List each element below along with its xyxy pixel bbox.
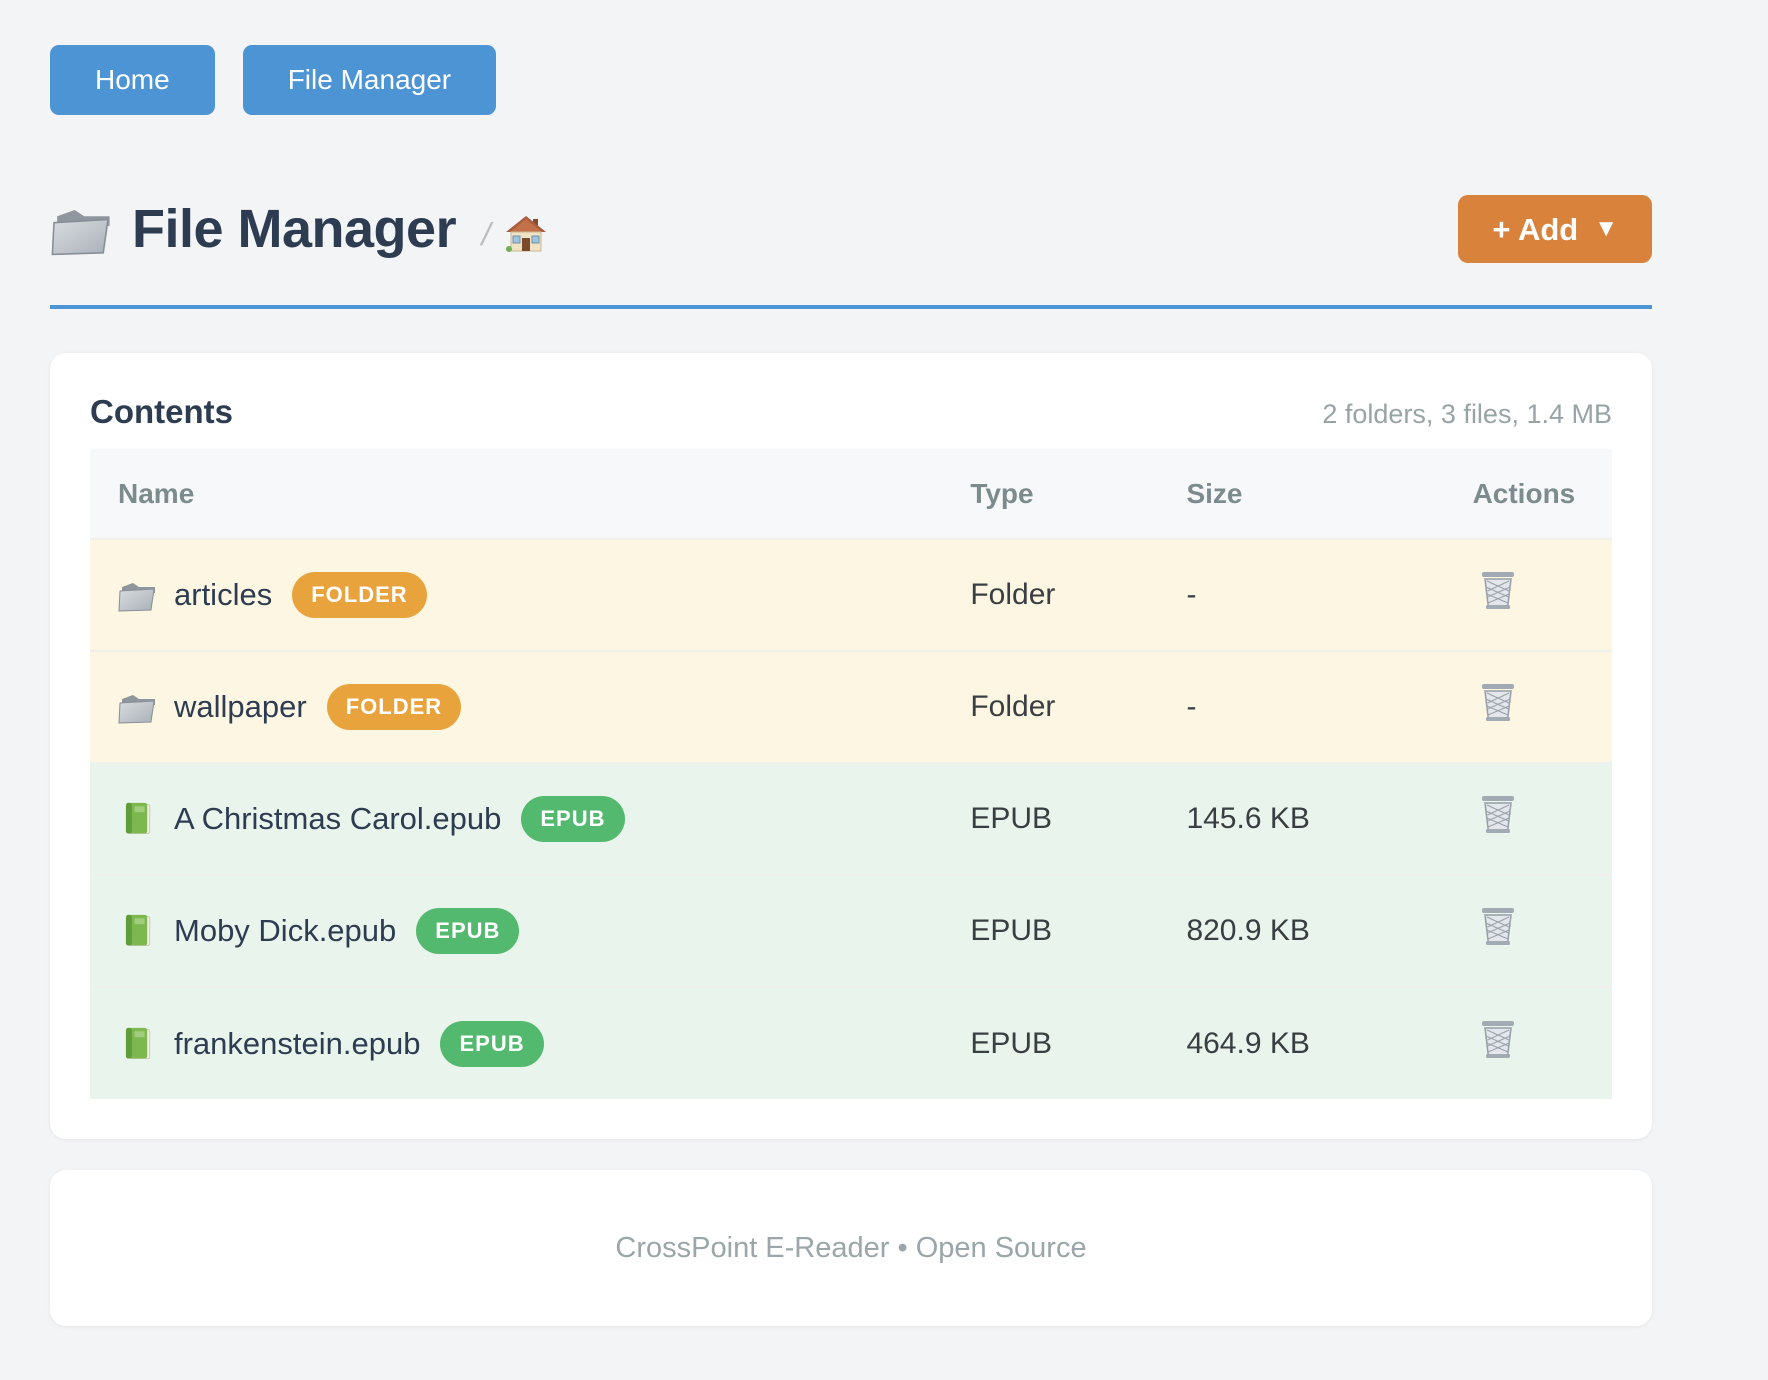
file-name-link[interactable]: wallpaper [174, 689, 307, 724]
column-header-name: Name [90, 449, 943, 539]
size-cell: 820.9 KB [1158, 875, 1445, 987]
trash-icon [1480, 907, 1515, 946]
book-icon [118, 802, 156, 836]
delete-button[interactable] [1479, 682, 1517, 724]
contents-card: Contents 2 folders, 3 files, 1.4 MB Name… [50, 353, 1652, 1139]
house-icon[interactable] [505, 214, 547, 254]
column-header-actions: Actions [1444, 449, 1612, 539]
table-row: A Christmas Carol.epub EPUB EPUB 145.6 K… [90, 763, 1612, 875]
contents-summary: 2 folders, 3 files, 1.4 MB [1322, 399, 1612, 429]
top-nav: Home File Manager [50, 45, 1652, 115]
file-manager-page: Home File Manager File Manager / + Add ▼… [50, 45, 1652, 1326]
book-icon [118, 914, 156, 948]
folder-icon [118, 690, 156, 724]
trash-icon [1480, 795, 1515, 834]
book-icon [118, 1026, 156, 1061]
size-cell: 145.6 KB [1158, 763, 1445, 875]
file-name-link[interactable]: Moby Dick.epub [174, 913, 397, 948]
page-title: File Manager [132, 199, 457, 259]
table-header-row: Name Type Size Actions [90, 449, 1612, 539]
breadcrumb-separator: / [478, 215, 495, 252]
column-header-type: Type [942, 449, 1159, 539]
trash-icon [1480, 683, 1515, 722]
nav-file-manager-button[interactable]: File Manager [242, 45, 497, 115]
table-row: Moby Dick.epub EPUB EPUB 820.9 KB [90, 875, 1612, 987]
delete-button[interactable] [1479, 794, 1517, 836]
table-row: articles FOLDER Folder - [90, 539, 1612, 651]
trash-icon [1480, 1019, 1515, 1059]
nav-home-button[interactable]: Home [50, 45, 215, 115]
footer-text: CrossPoint E-Reader • Open Source [615, 1231, 1087, 1264]
title-divider [50, 305, 1652, 309]
size-cell: - [1158, 651, 1445, 763]
file-name-link[interactable]: articles [174, 577, 273, 612]
type-cell: Folder [942, 539, 1159, 651]
epub-badge: EPUB [416, 908, 520, 954]
folder-icon [118, 578, 156, 612]
add-button[interactable]: + Add ▼ [1458, 195, 1652, 263]
file-name-link[interactable]: frankenstein.epub [174, 1025, 421, 1061]
delete-button[interactable] [1479, 570, 1517, 612]
folder-badge: FOLDER [292, 572, 427, 618]
type-cell: EPUB [942, 987, 1159, 1099]
size-cell: - [1158, 539, 1445, 651]
column-header-size: Size [1158, 449, 1445, 539]
epub-badge: EPUB [521, 796, 625, 842]
delete-button[interactable] [1479, 1019, 1517, 1061]
chevron-down-icon: ▼ [1594, 215, 1618, 242]
contents-heading: Contents [90, 393, 233, 430]
files-table: Name Type Size Actions articles FOLDER F… [90, 449, 1612, 1099]
table-row: frankenstein.epub EPUB EPUB 464.9 KB [90, 987, 1612, 1099]
epub-badge: EPUB [440, 1020, 544, 1067]
file-name-link[interactable]: A Christmas Carol.epub [174, 801, 502, 836]
table-row: wallpaper FOLDER Folder - [90, 651, 1612, 763]
folder-icon [50, 202, 112, 256]
add-button-label: + Add [1492, 211, 1579, 247]
delete-button[interactable] [1479, 906, 1517, 948]
page-header: File Manager / + Add ▼ [50, 195, 1652, 263]
type-cell: EPUB [942, 763, 1159, 875]
footer: CrossPoint E-Reader • Open Source [50, 1170, 1652, 1326]
size-cell: 464.9 KB [1158, 987, 1445, 1099]
type-cell: EPUB [942, 875, 1159, 987]
folder-badge: FOLDER [326, 684, 462, 730]
type-cell: Folder [942, 651, 1159, 763]
trash-icon [1480, 571, 1515, 610]
